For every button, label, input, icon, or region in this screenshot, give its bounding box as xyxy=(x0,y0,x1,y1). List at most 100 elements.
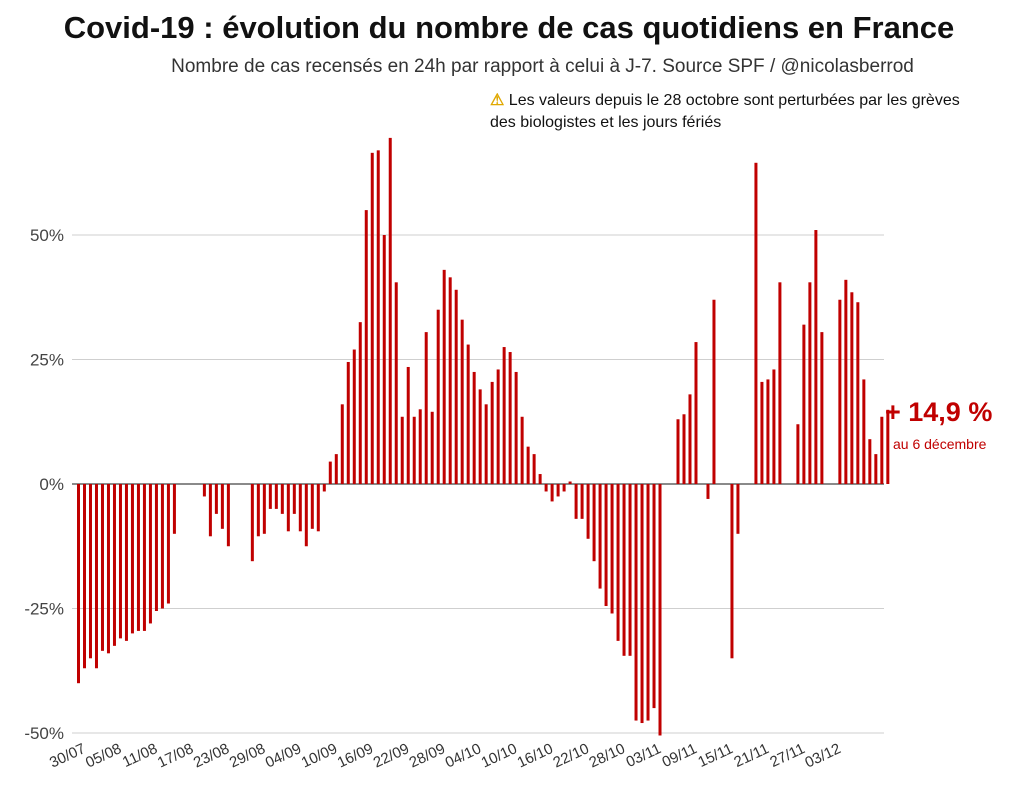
bar xyxy=(706,484,710,499)
y-tick-label: 50% xyxy=(30,226,64,245)
bar xyxy=(118,484,122,639)
bar xyxy=(346,361,350,484)
bar xyxy=(316,484,320,532)
bar xyxy=(376,150,380,484)
bar xyxy=(568,481,572,484)
bar xyxy=(172,484,176,534)
bar xyxy=(676,419,680,484)
bar xyxy=(556,484,560,497)
bar xyxy=(766,379,770,484)
bar xyxy=(658,484,662,736)
bar xyxy=(94,484,98,669)
bar xyxy=(388,137,392,484)
bar xyxy=(712,299,716,484)
bar xyxy=(310,484,314,529)
bar xyxy=(640,484,644,724)
bar xyxy=(448,277,452,484)
bar xyxy=(166,484,170,604)
bar xyxy=(754,162,758,485)
bar xyxy=(430,411,434,484)
bar xyxy=(838,299,842,484)
bar xyxy=(874,454,878,484)
latest-value-annotation: + 14,9 % xyxy=(885,397,993,427)
bar xyxy=(808,282,812,484)
bar xyxy=(532,454,536,484)
bar xyxy=(112,484,116,646)
bar xyxy=(202,484,206,497)
bar xyxy=(526,446,530,484)
bar xyxy=(88,484,92,659)
bar xyxy=(214,484,218,514)
bar xyxy=(394,282,398,484)
x-tick-label: 15/11 xyxy=(695,740,735,771)
bar xyxy=(250,484,254,562)
bar xyxy=(280,484,284,514)
bar xyxy=(220,484,224,529)
bar xyxy=(772,369,776,484)
bar xyxy=(130,484,134,634)
bar xyxy=(862,379,866,484)
bar xyxy=(886,409,890,484)
bar xyxy=(358,322,362,484)
warning-text: Les valeurs depuis le 28 octobre sont pe… xyxy=(490,92,960,131)
bar xyxy=(268,484,272,509)
bar xyxy=(628,484,632,656)
bar xyxy=(442,269,446,484)
bar xyxy=(562,484,566,492)
bar xyxy=(502,347,506,484)
bar xyxy=(856,302,860,484)
bar xyxy=(106,484,110,654)
bar xyxy=(142,484,146,631)
y-tick-label: -25% xyxy=(24,600,64,619)
bar xyxy=(802,324,806,484)
bar xyxy=(778,282,782,484)
bar xyxy=(694,342,698,484)
bar xyxy=(340,404,344,484)
bar xyxy=(814,230,818,484)
bar xyxy=(256,484,260,537)
bar xyxy=(736,484,740,534)
bar xyxy=(688,394,692,484)
bar xyxy=(364,210,368,484)
bar xyxy=(472,371,476,484)
bar xyxy=(148,484,152,624)
latest-date-annotation: au 6 décembre xyxy=(893,436,987,452)
y-tick-label: -50% xyxy=(24,724,64,743)
bar xyxy=(610,484,614,614)
bar xyxy=(580,484,584,519)
bar xyxy=(226,484,230,547)
bar xyxy=(83,484,86,669)
bar xyxy=(844,279,848,484)
bar xyxy=(490,381,494,484)
bar xyxy=(100,484,104,651)
bar xyxy=(328,461,332,484)
x-tick-label: 03/11 xyxy=(624,740,664,771)
bar xyxy=(454,289,458,484)
bar xyxy=(868,439,872,484)
bar xyxy=(418,409,422,484)
chart-subtitle: Nombre de cas recensés en 24h par rappor… xyxy=(171,56,914,77)
x-tick-label: 21/11 xyxy=(731,740,771,771)
bar xyxy=(520,416,524,484)
bar xyxy=(508,352,512,484)
bar xyxy=(484,404,488,484)
bar xyxy=(274,484,278,509)
bar xyxy=(598,484,602,589)
y-tick-label: 0% xyxy=(39,475,64,494)
bar xyxy=(478,389,482,484)
bar xyxy=(850,292,854,484)
bar xyxy=(322,484,326,492)
bar xyxy=(760,381,764,484)
bar xyxy=(406,366,410,484)
bar xyxy=(77,484,80,684)
bar xyxy=(370,152,374,484)
bar xyxy=(298,484,302,532)
bar xyxy=(544,484,548,492)
bar xyxy=(352,349,356,484)
bar xyxy=(400,416,404,484)
bar xyxy=(160,484,164,609)
bar xyxy=(208,484,212,537)
bar xyxy=(286,484,290,532)
bar xyxy=(154,484,158,611)
bar xyxy=(634,484,638,721)
